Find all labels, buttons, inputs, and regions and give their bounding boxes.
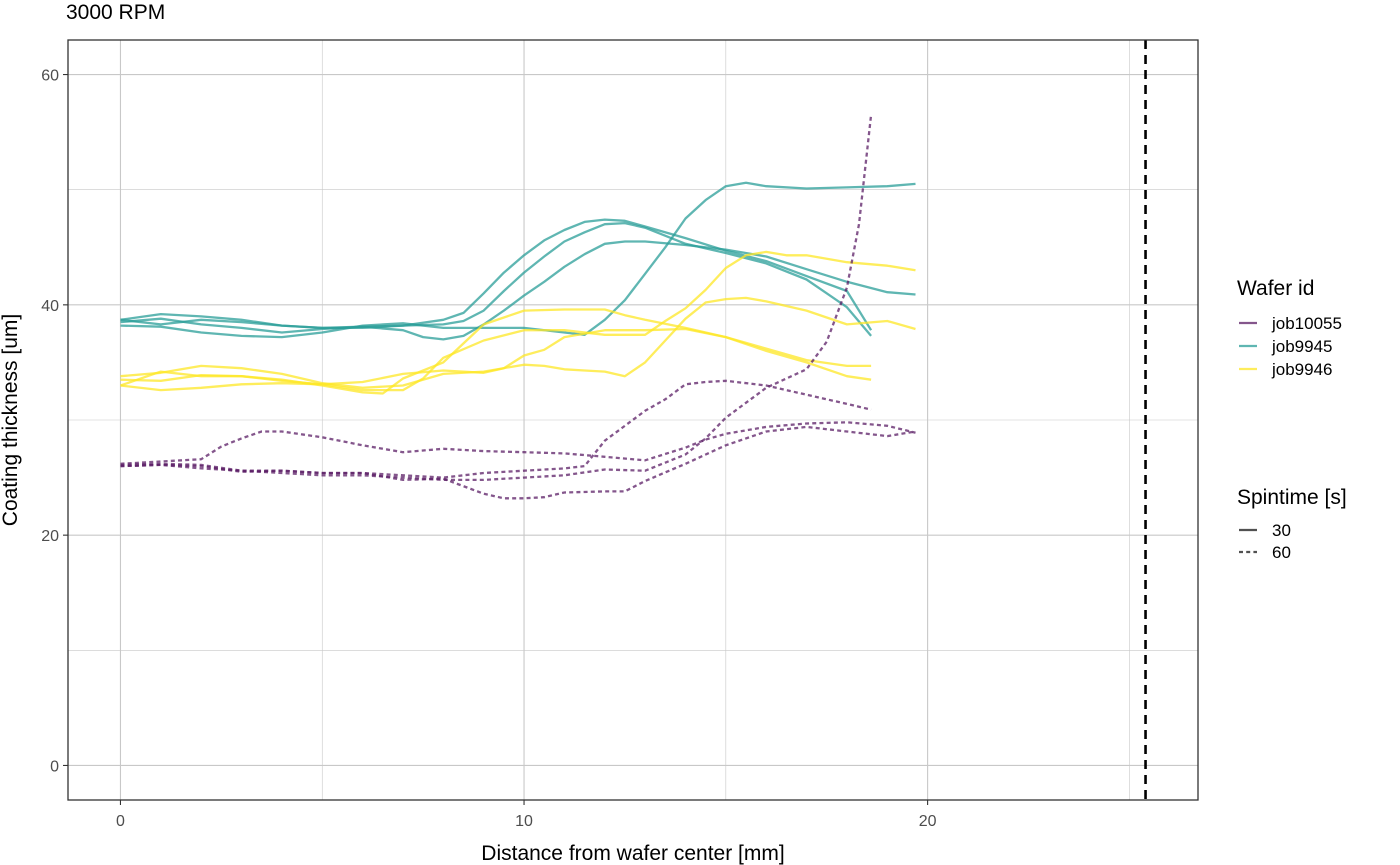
series-line-job10055-60s-10 [120, 425, 916, 500]
y-axis-title: Coating thickness [um] [0, 314, 22, 526]
linetype-legend-title: Spintime [s] [1237, 486, 1347, 509]
chart-title: 3000 RPM [66, 1, 165, 24]
legend-label-job9946: job9946 [1271, 360, 1333, 379]
series-line-job9946-30s-4 [120, 296, 916, 389]
series-line-job9945-30s-1 [120, 218, 873, 331]
series-line-job9946-30s-6 [120, 327, 872, 392]
series-line-job10055-60s-11 [120, 379, 872, 479]
series-line-job9945-30s-3 [120, 181, 916, 339]
series-line-job10055-60s-8 [120, 421, 916, 465]
color-legend-title: Wafer id [1237, 277, 1314, 300]
series-line-job9946-30s-7 [120, 250, 916, 392]
x-axis-title: Distance from wafer center [mm] [481, 842, 784, 865]
x-tick-label: 20 [919, 813, 937, 830]
y-axis: 0 20 40 60 [41, 68, 68, 775]
legend-label-job10055: job10055 [1271, 314, 1342, 333]
x-tick-label: 10 [515, 813, 533, 830]
y-tick-label: 40 [41, 298, 59, 315]
x-axis: 0 10 20 [116, 800, 937, 830]
y-tick-label: 0 [50, 758, 59, 775]
linetype-legend: Spintime [s] 30 60 [1237, 486, 1347, 562]
legend-label-job9945: job9945 [1271, 337, 1333, 356]
x-tick-label: 0 [116, 813, 125, 830]
legend-label-spintime-30: 30 [1272, 521, 1291, 540]
legend-label-spintime-60: 60 [1272, 543, 1291, 562]
plot-panel-border [67, 39, 1199, 801]
grid-lines [68, 40, 1198, 800]
color-legend: Wafer id job10055 job9945 job9946 [1237, 277, 1342, 379]
y-tick-label: 60 [41, 68, 59, 85]
series-line-job10055-60s-9 [120, 114, 873, 482]
series-layer [120, 114, 916, 500]
y-tick-label: 20 [41, 528, 59, 545]
